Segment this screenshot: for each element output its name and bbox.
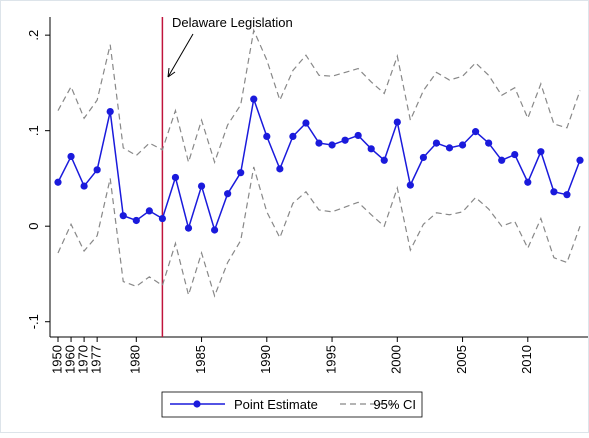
point xyxy=(263,132,271,141)
ci-lower xyxy=(57,166,581,298)
point xyxy=(250,95,258,103)
point xyxy=(511,150,519,159)
point xyxy=(472,128,480,136)
point xyxy=(419,153,427,162)
point xyxy=(93,166,101,174)
point xyxy=(328,141,336,149)
point xyxy=(224,190,232,198)
y-tick-label: .2 xyxy=(26,30,41,41)
point xyxy=(106,107,114,116)
y-tick-label: -.1 xyxy=(26,314,41,329)
point xyxy=(132,216,140,225)
point xyxy=(563,191,571,199)
point xyxy=(54,178,62,186)
point xyxy=(367,145,375,153)
y-tick-label: 0 xyxy=(26,223,41,230)
point xyxy=(445,144,454,152)
point xyxy=(289,132,297,141)
x-tick-label: 1960 xyxy=(62,345,77,374)
point xyxy=(354,131,362,140)
annotation-arrowhead xyxy=(167,67,176,78)
point xyxy=(341,136,349,144)
point xyxy=(119,212,127,220)
point xyxy=(171,173,180,182)
x-tick-label: 1970 xyxy=(76,345,91,374)
ci-upper xyxy=(57,28,581,165)
legend-label: 95% CI xyxy=(373,397,416,412)
point xyxy=(184,224,193,232)
point xyxy=(302,119,310,127)
point xyxy=(576,156,584,164)
point xyxy=(406,181,414,189)
point xyxy=(67,152,75,161)
point xyxy=(197,182,206,190)
point xyxy=(498,156,506,164)
point xyxy=(485,139,493,147)
x-tick-label: 1985 xyxy=(193,345,208,374)
point xyxy=(537,148,545,156)
point xyxy=(211,226,219,234)
point xyxy=(315,139,323,147)
point xyxy=(524,178,532,186)
point xyxy=(393,118,401,126)
y-tick-label: .1 xyxy=(26,125,41,136)
x-tick-label: 2010 xyxy=(519,345,534,374)
annotation-arrow xyxy=(167,33,194,78)
legend-label: Point Estimate xyxy=(234,397,318,412)
x-tick-label: 1977 xyxy=(89,345,104,374)
x-tick-label: 1990 xyxy=(258,345,273,374)
x-tick-label: 1980 xyxy=(128,345,143,374)
point xyxy=(458,141,467,149)
x-tick-label: 2005 xyxy=(454,345,469,374)
point xyxy=(550,188,558,196)
point xyxy=(276,165,284,173)
x-tick-label: 1950 xyxy=(49,345,64,374)
point xyxy=(237,169,245,177)
x-tick-label: 2000 xyxy=(389,345,404,374)
point xyxy=(80,182,88,190)
annotation: Delaware Legislation xyxy=(172,15,293,30)
x-tick-label: 1995 xyxy=(323,345,338,374)
point xyxy=(145,207,153,215)
point xyxy=(432,139,441,147)
legend-marker xyxy=(193,400,201,408)
point xyxy=(158,214,166,223)
point xyxy=(380,156,388,164)
